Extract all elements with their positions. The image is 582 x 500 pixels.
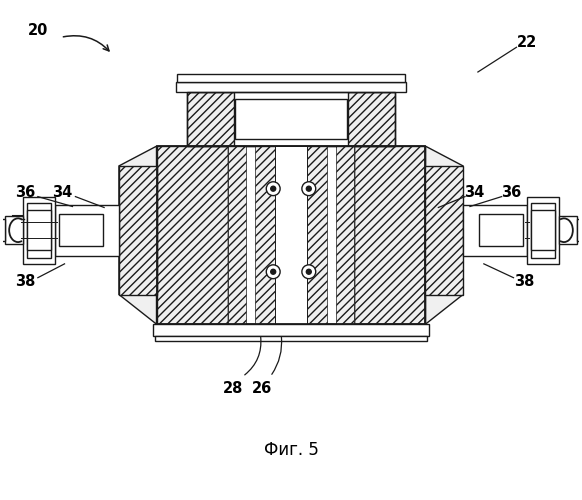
Bar (577, 220, 582, 241)
Bar (228, 146, 246, 324)
Bar (559, 216, 577, 244)
Circle shape (302, 265, 315, 278)
Bar (27, 202, 51, 258)
Bar (187, 92, 395, 146)
Text: 22: 22 (517, 35, 537, 50)
Text: 38: 38 (15, 274, 35, 289)
Text: 36: 36 (502, 185, 521, 200)
Bar (255, 146, 275, 324)
Bar (155, 336, 427, 341)
Text: 34: 34 (464, 185, 484, 200)
Text: 34: 34 (52, 185, 73, 200)
Bar (531, 210, 555, 250)
Circle shape (271, 270, 276, 274)
Bar (235, 98, 347, 139)
Bar (275, 146, 307, 324)
Text: 28: 28 (222, 381, 243, 396)
Circle shape (271, 186, 276, 191)
Bar (55, 204, 119, 256)
Bar (354, 146, 425, 324)
Text: 26: 26 (252, 381, 272, 396)
Bar (228, 146, 354, 324)
Bar (307, 146, 327, 324)
Bar (23, 196, 55, 264)
Bar (152, 324, 430, 336)
Bar (176, 82, 406, 92)
Polygon shape (425, 146, 463, 324)
Bar (348, 92, 395, 146)
Bar (59, 214, 103, 246)
Circle shape (302, 182, 315, 196)
Text: 38: 38 (514, 274, 534, 289)
Text: Фиг. 5: Фиг. 5 (264, 441, 318, 459)
Circle shape (306, 270, 311, 274)
Bar (119, 166, 157, 294)
Bar (187, 92, 234, 146)
Circle shape (267, 265, 280, 278)
Bar (0, 220, 5, 241)
Bar (463, 204, 527, 256)
Bar (336, 146, 354, 324)
Text: 36: 36 (15, 185, 35, 200)
Circle shape (267, 182, 280, 196)
Polygon shape (119, 146, 157, 324)
Bar (479, 214, 523, 246)
Bar (27, 210, 51, 250)
Bar (5, 216, 23, 244)
Circle shape (306, 186, 311, 191)
Bar (527, 196, 559, 264)
Bar (157, 146, 425, 324)
Bar (178, 74, 404, 82)
Bar (157, 146, 228, 324)
Bar (425, 166, 463, 294)
Text: 20: 20 (28, 23, 48, 38)
Bar (531, 202, 555, 258)
